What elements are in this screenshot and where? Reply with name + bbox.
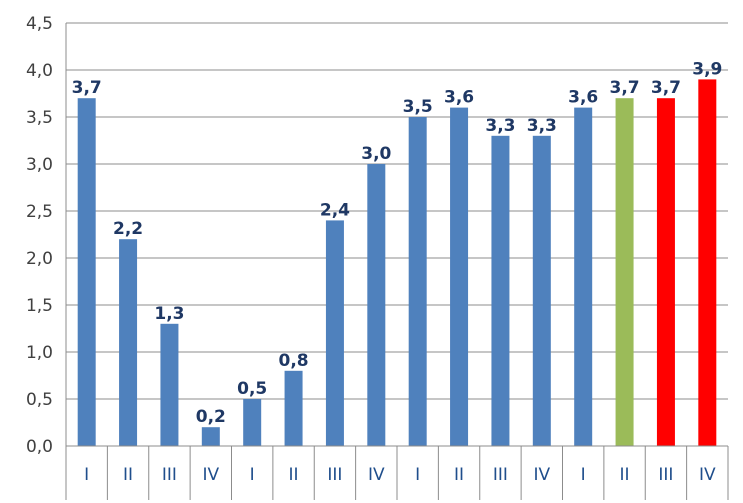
- x-tick-label: I: [250, 465, 255, 485]
- bar: [656, 98, 675, 446]
- data-label: 3,3: [485, 116, 515, 136]
- y-tick-label: 4,5: [26, 14, 53, 34]
- y-tick-label: 2,5: [26, 202, 53, 222]
- data-label: 3,5: [403, 97, 433, 117]
- data-label: 3,6: [444, 88, 474, 108]
- x-tick-label: II: [123, 465, 133, 485]
- bar: [574, 107, 593, 446]
- x-tick-label: I: [84, 465, 89, 485]
- data-label: 3,3: [527, 116, 557, 136]
- x-tick-label: II: [289, 465, 299, 485]
- x-tick-label: III: [493, 465, 508, 485]
- bar: [325, 220, 344, 446]
- data-label: 2,2: [113, 219, 143, 239]
- bar: [491, 135, 510, 447]
- x-tick-label: IV: [699, 465, 716, 485]
- data-label: 3,9: [692, 59, 722, 79]
- bar: [77, 98, 96, 446]
- x-tick-label: III: [327, 465, 342, 485]
- x-tick-label: II: [620, 465, 630, 485]
- x-tick-label: II: [454, 465, 464, 485]
- bar: [450, 107, 469, 446]
- y-tick-label: 3,5: [26, 108, 53, 128]
- x-tick-label: IV: [533, 465, 550, 485]
- bar: [408, 117, 427, 446]
- y-tick-label: 3,0: [26, 155, 53, 175]
- data-label: 3,0: [361, 144, 391, 164]
- data-label: 3,7: [72, 78, 102, 98]
- data-label: 3,6: [568, 88, 598, 108]
- bar: [119, 239, 138, 446]
- data-label: 3,7: [651, 78, 681, 98]
- data-label: 0,2: [196, 407, 226, 427]
- data-label: 1,3: [154, 304, 184, 324]
- bar: [160, 323, 179, 446]
- x-tick-label: IV: [368, 465, 385, 485]
- bar: [243, 399, 262, 446]
- x-tick-label: III: [162, 465, 177, 485]
- y-tick-label: 0,0: [26, 437, 53, 457]
- data-label: 0,8: [279, 351, 309, 371]
- y-tick-label: 2,0: [26, 249, 53, 269]
- bar: [367, 164, 386, 446]
- data-label: 0,5: [237, 379, 267, 399]
- y-tick-label: 1,0: [26, 343, 53, 363]
- x-tick-label: I: [415, 465, 420, 485]
- x-tick-label: IV: [202, 465, 219, 485]
- bar: [532, 135, 551, 447]
- bar: [284, 370, 303, 446]
- x-tick-label: III: [658, 465, 673, 485]
- y-tick-label: 1,5: [26, 296, 53, 316]
- x-tick-label: I: [581, 465, 586, 485]
- y-tick-label: 0,5: [26, 390, 53, 410]
- bar: [201, 427, 220, 446]
- bar: [698, 79, 717, 447]
- data-label: 3,7: [610, 78, 640, 98]
- bar: [615, 98, 634, 446]
- data-label: 2,4: [320, 200, 350, 220]
- y-tick-label: 4,0: [26, 61, 53, 81]
